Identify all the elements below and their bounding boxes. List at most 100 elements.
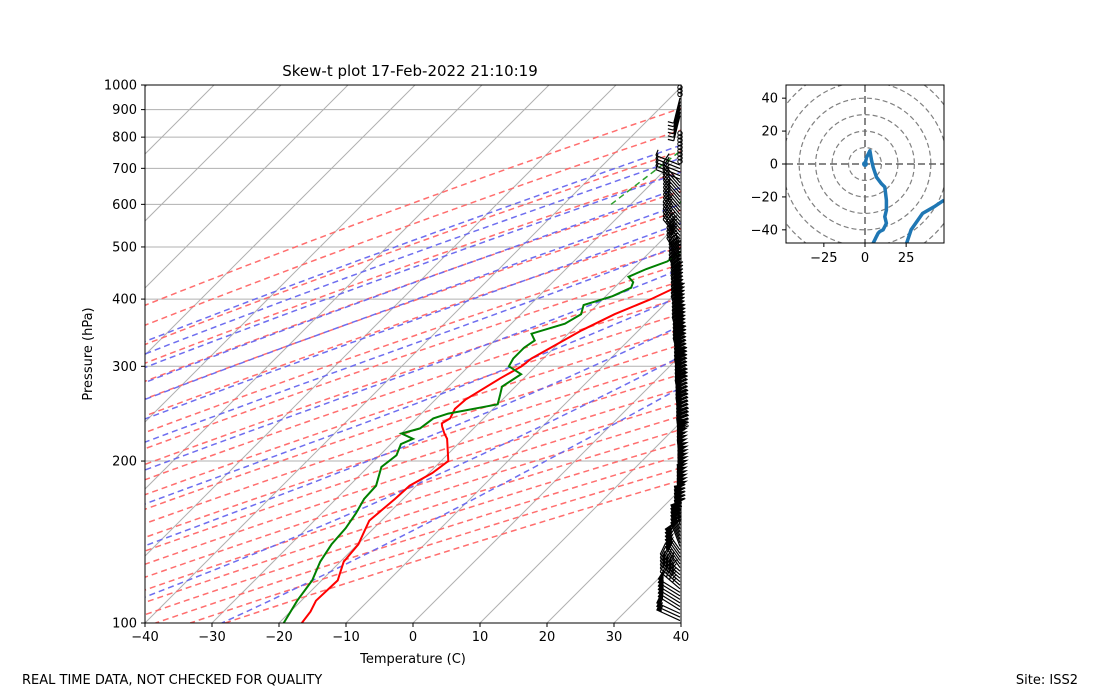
calm-wind-circle [677, 148, 683, 154]
mixing-ratio-line [790, 85, 955, 204]
wind-barb-full [668, 243, 679, 252]
wind-barb-full [662, 181, 671, 192]
wind-barb-full [672, 282, 683, 290]
wind-barb-full [668, 569, 675, 580]
wind-barb-full [674, 321, 686, 329]
wind-barb-full [674, 349, 685, 356]
wind-barb-full [665, 559, 672, 571]
wind-barb-full [668, 551, 675, 563]
wind-barb-full [676, 392, 688, 399]
wind-barb-full [676, 357, 688, 364]
y-tick-label: 300 [112, 360, 137, 375]
wind-barb-shaft [655, 158, 681, 170]
y-tick-label: 900 [112, 103, 137, 118]
wind-barb-full [662, 156, 670, 167]
wind-barb-half [655, 149, 659, 156]
wind-barb-shaft [673, 108, 681, 134]
wind-barb-half [655, 153, 659, 160]
y-tick-label: 100 [112, 617, 137, 632]
wind-barb-full [659, 547, 666, 559]
sounding-curves [282, 250, 681, 623]
site-label: Site: ISS2 [1015, 673, 1078, 688]
hodograph-trace [862, 149, 944, 243]
wind-barb-full [672, 278, 683, 287]
wind-barb-full [673, 324, 685, 332]
wind-barb-full [673, 285, 684, 294]
wind-barb-full [659, 543, 666, 555]
wind-barb-full [670, 285, 681, 293]
hodograph-y-tick-label: −20 [751, 190, 778, 205]
wind-barb-shaft [670, 521, 681, 547]
wind-barb-shaft [673, 104, 681, 131]
moist-adiabat-line [145, 295, 681, 505]
calm-wind-circle [677, 91, 683, 98]
wind-barb-full [671, 310, 683, 318]
mixing-ratio-line [731, 85, 893, 204]
wind-barb-full [662, 160, 670, 171]
wind-barb-shaft [655, 161, 681, 173]
wind-barb-full [671, 267, 682, 276]
wind-barb-full [674, 352, 685, 360]
wind-barb-half [667, 131, 674, 135]
wind-barb-full [671, 306, 683, 314]
x-tick-label: 30 [606, 630, 623, 645]
wind-barb-full [666, 215, 676, 225]
dry-adiabat-line [145, 280, 681, 466]
wind-barb-full [674, 374, 686, 381]
y-tick-label: 500 [112, 240, 137, 255]
wind-barb-full [666, 229, 676, 239]
isotherm-line [145, 85, 349, 289]
wind-barb-full [674, 356, 686, 363]
wind-barb-full [659, 554, 666, 566]
dry-adiabat-line [145, 227, 681, 417]
wind-barb-full [662, 549, 669, 561]
wind-barb-half [667, 138, 674, 142]
x-tick-label: 20 [539, 630, 556, 645]
mixing-ratio-line [919, 85, 1092, 204]
wind-barb-full [677, 371, 688, 378]
wind-barb-full [662, 163, 670, 175]
wind-barb-full [676, 410, 688, 416]
wind-barb-half [655, 163, 659, 170]
y-tick-label: 400 [112, 293, 137, 308]
wind-barb-full [675, 353, 686, 360]
mixing-ratio-line [873, 85, 1044, 204]
wind-barb-full [676, 350, 688, 357]
wind-barb-full [659, 561, 666, 573]
hodograph-x-tick-label: 25 [898, 251, 915, 266]
hodograph-y-tick-label: 0 [770, 158, 778, 173]
wind-barb-full [675, 349, 686, 356]
wind-barb-shaft [673, 115, 681, 141]
wind-barb-full [673, 321, 685, 328]
wind-barb-full [662, 184, 671, 195]
y-tick-label: 600 [112, 198, 137, 213]
wind-barb-full [672, 275, 683, 283]
skewt-plot: Skew-t plot 17-Feb-2022 21:10:19 −40 −30−… [81, 62, 1092, 667]
moist-adiabat-line [145, 355, 681, 598]
wind-barb-full [668, 554, 675, 566]
wind-barb-full [662, 560, 669, 572]
wind-barb-full [675, 339, 686, 346]
wind-barb-full [674, 367, 686, 374]
wind-barb-full [670, 250, 680, 259]
wind-barb-full [676, 367, 688, 374]
x-tick-label: −30 [198, 630, 225, 645]
moist-adiabat-line [145, 203, 681, 401]
x-tick-label: 10 [472, 630, 489, 645]
wind-barb-full [674, 307, 685, 315]
wind-barb-full [676, 402, 688, 409]
moist-adiabat-line [221, 386, 681, 623]
wind-barb-half [667, 124, 674, 128]
dry-adiabat-line [145, 358, 681, 539]
wind-barb-half [655, 160, 659, 167]
wind-barb-half [659, 605, 664, 612]
wind-barb-full [662, 556, 669, 568]
wind-barb-full [674, 338, 685, 345]
wind-barb-half [671, 577, 677, 583]
wind-barb-full [670, 278, 681, 286]
wind-barb-full [670, 264, 681, 272]
hodograph-x-tick-label: −25 [810, 251, 837, 266]
wind-barb-full [674, 314, 685, 322]
wind-barb-full [668, 562, 675, 573]
wind-barb-full [676, 399, 688, 406]
